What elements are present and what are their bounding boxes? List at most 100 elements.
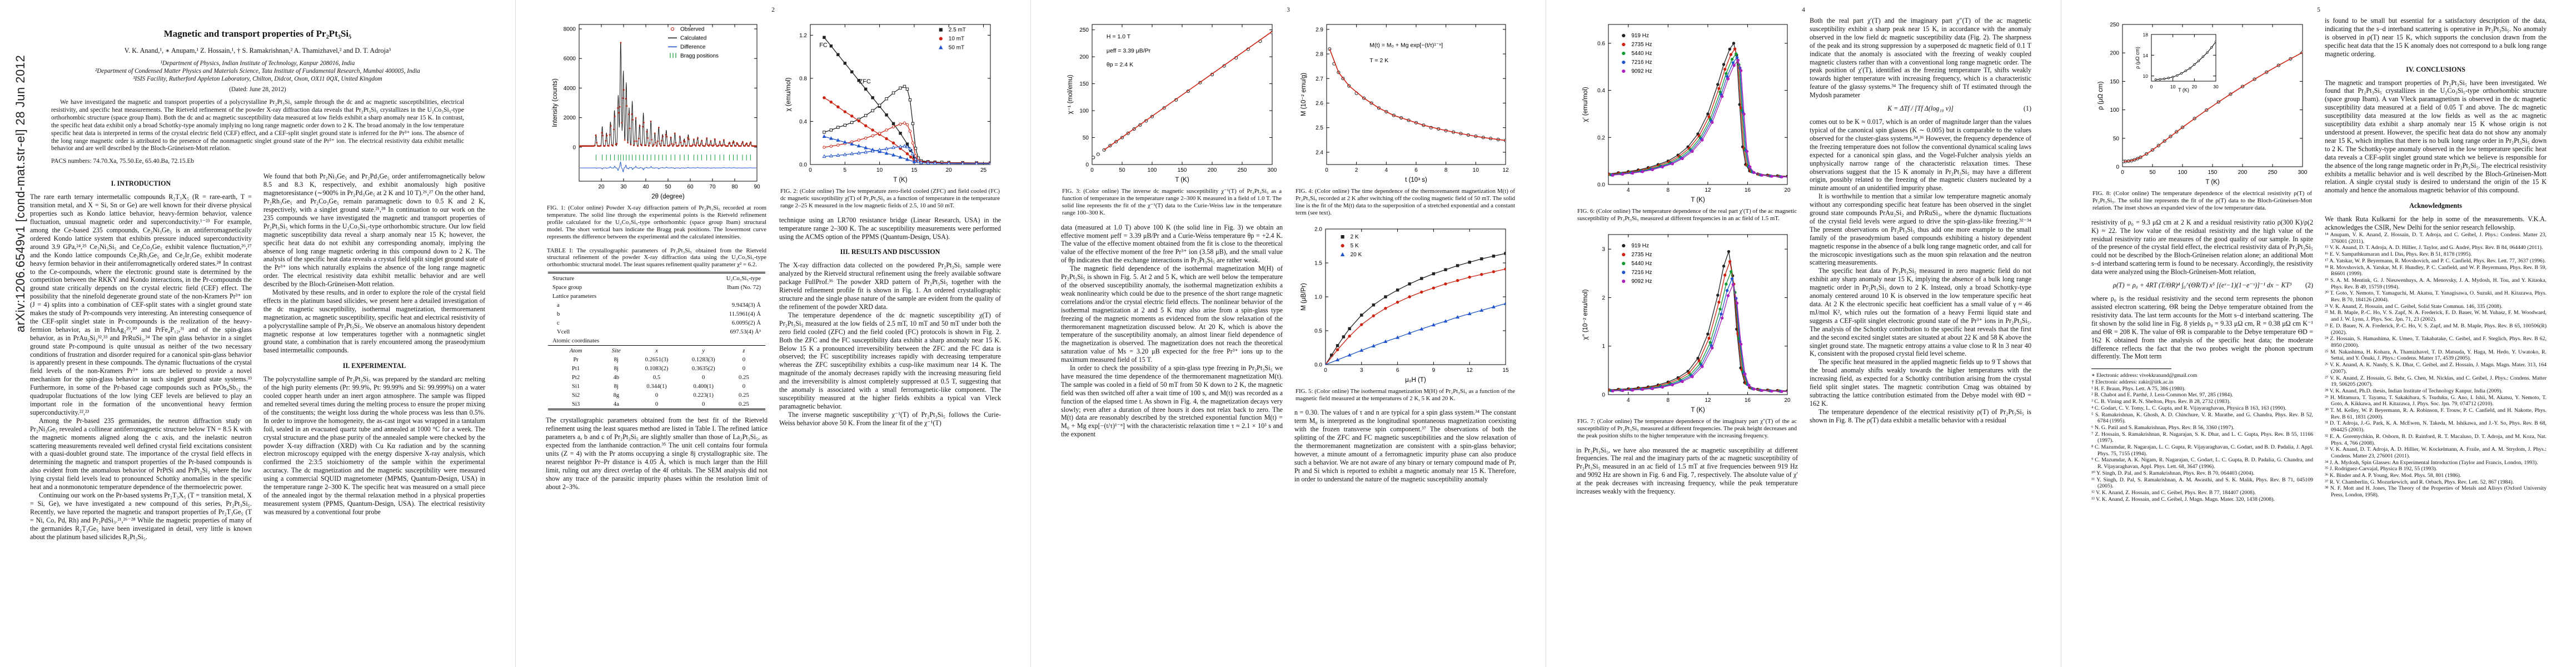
svg-text:0.0: 0.0 xyxy=(799,162,807,168)
svg-text:20: 20 xyxy=(1784,187,1791,193)
table-row: Structure U₂Co₃Si₅-type xyxy=(552,275,761,282)
reference-item: ¹⁵ V. K. Anand, D. T. Adroja, A. D. Hill… xyxy=(2325,245,2543,251)
page3-right-column: 0 2 4 6 8 10 12 2.4 2.5 2.6 2.7 2.8 2.9 M(t) = M₀ + M… xyxy=(1294,17,1516,484)
reference-item: ⁸ C. Mazumdar, R. Nagarajan, L. C. Gupta… xyxy=(2091,444,2313,457)
svg-text:T (K): T (K) xyxy=(1175,177,1189,183)
dated-line: (Dated: June 28, 2012) xyxy=(229,86,286,93)
reference-item: ³⁸ N. F. Mott and H. Jones, The Theory o… xyxy=(2325,485,2547,499)
svg-text:10: 10 xyxy=(1472,167,1479,173)
svg-text:10: 10 xyxy=(2142,73,2148,79)
table-cell: 0 xyxy=(742,365,746,372)
equation-1-number: (1) xyxy=(2023,104,2031,113)
svg-text:5440 Hz: 5440 Hz xyxy=(1631,51,1652,57)
page-4: 4 4 8 12 16 20 0.0 0.2 0.4 0.6 919 Hz 2735 Hz 5440 … xyxy=(1546,0,2061,667)
svg-text:1.0: 1.0 xyxy=(1314,294,1322,300)
reference-item: ⁶ N. G. Patil and S. Ramakrishnan, Phys.… xyxy=(2091,424,2234,431)
svg-text:200: 200 xyxy=(2238,170,2247,176)
svg-text:ρ (μΩ cm): ρ (μΩ cm) xyxy=(2097,81,2104,109)
reference-item: ⁹ C. Mazumdar, A. K. Nigam, R. Nagarajan… xyxy=(2091,457,2313,470)
reference-item: ²⁸ V. K. Anand, Ph.D. thesis, Indian Ins… xyxy=(2325,387,2503,394)
reference-item: ³³ V. K. Anand, D. T. Adroja, A. D. Hill… xyxy=(2325,446,2547,459)
svg-text:5440 Hz: 5440 Hz xyxy=(1631,261,1652,267)
svg-text:8: 8 xyxy=(1666,397,1670,404)
svg-text:0.4: 0.4 xyxy=(1597,88,1605,94)
body-paragraph: The specific heat measured in the applie… xyxy=(1810,358,2031,407)
table-row: a 9.9434(3) Å xyxy=(552,302,761,309)
table-cell: Si3 xyxy=(571,401,580,408)
svg-text:FC: FC xyxy=(819,42,828,48)
body-paragraph: is found to be small but essential for a… xyxy=(2325,17,2547,58)
svg-text:5: 5 xyxy=(843,167,846,173)
svg-text:3: 3 xyxy=(1360,367,1363,374)
table-1-atoms: Atom Site x y z Pr 8j 0.2651(3) 0.1283(3) 0 Pt1 8j 0… xyxy=(548,346,765,409)
table-cell: x xyxy=(655,347,658,355)
svg-text:5 K: 5 K xyxy=(1350,243,1358,249)
table-cell: 8j xyxy=(614,365,619,372)
svg-text:0.0: 0.0 xyxy=(1314,362,1322,368)
table-1-parameters: Structure U₂Co₃Si₅-type Space group Ibam (N… xyxy=(548,274,765,345)
svg-text:20: 20 xyxy=(945,167,952,173)
svg-text:4000: 4000 xyxy=(563,86,576,92)
svg-text:0: 0 xyxy=(1085,162,1089,168)
svg-text:0: 0 xyxy=(2121,170,2124,176)
svg-text:T (K): T (K) xyxy=(1691,407,1705,414)
figure-3-caption: FIG. 3: (Color online) The inverse dc ma… xyxy=(1062,188,1282,216)
table-row: Space group Ibam (No. 72) xyxy=(552,284,761,291)
table-cell: 0.1083(2) xyxy=(645,365,669,372)
svg-text:4: 4 xyxy=(1384,167,1388,173)
reference-item: ²⁵ M. Nakashima, H. Kohara, A. Thamizhav… xyxy=(2325,349,2547,362)
svg-text:θp = 2.4 K: θp = 2.4 K xyxy=(1106,62,1133,68)
svg-text:0.4: 0.4 xyxy=(799,119,807,125)
svg-text:μ₀H (T): μ₀H (T) xyxy=(1405,377,1426,384)
table-row: Vcell 697.53(4) Å³ xyxy=(552,328,761,336)
svg-text:90: 90 xyxy=(754,184,760,190)
svg-text:3: 3 xyxy=(1602,246,1605,252)
svg-text:7216 Hz: 7216 Hz xyxy=(1631,59,1652,66)
table-rule xyxy=(548,272,765,273)
equation-2: ρ(T) = ρ₀ + 4RT (T/ΘR)⁴ ∫₀^(ΘR/T) x⁵ [(e… xyxy=(2091,281,2313,290)
body-paragraph: data (measured at 1.0 T) above 100 K (th… xyxy=(1061,223,1283,265)
affiliation-list: ¹Department of Physics, Indian Institute… xyxy=(30,59,485,83)
svg-text:15: 15 xyxy=(1502,367,1509,374)
svg-text:0.6: 0.6 xyxy=(1597,41,1605,47)
equation-2-body: ρ(T) = ρ₀ + 4RT (T/ΘR)⁴ ∫₀^(ΘR/T) x⁵ [(e… xyxy=(2113,281,2291,290)
svg-text:10: 10 xyxy=(876,167,883,173)
svg-text:919 Hz: 919 Hz xyxy=(1631,33,1649,39)
footnote: ∗ Electronic address: vivekkranand@gmail… xyxy=(2091,372,2198,379)
svg-text:2.8: 2.8 xyxy=(1316,52,1323,58)
svg-text:M (μB/Pr): M (μB/Pr) xyxy=(1301,283,1307,311)
page-number: 5 xyxy=(2317,7,2320,13)
table-cell: 0.25 xyxy=(739,374,749,381)
abstract: We have investigated the magnetic and tr… xyxy=(51,99,464,152)
body-paragraph: The inverse magnetic susceptibility χ⁻¹(… xyxy=(779,410,1001,427)
svg-text:9092 Hz: 9092 Hz xyxy=(1631,278,1652,285)
section-heading-results: III. RESULTS AND DISCUSSION xyxy=(840,248,940,256)
page4-right-column: Both the real part χ′(T) and the imagina… xyxy=(1810,17,2031,496)
reference-list-left: ¹ H. F. Braun, Phys. Lett. A 75, 386 (19… xyxy=(2091,386,2313,503)
page2-left-column: 20 30 40 50 60 70 80 90 0 2000 4000 6000 8000 Observe… xyxy=(546,17,768,491)
table-row: Atomic coordinates xyxy=(552,337,599,345)
svg-text:200: 200 xyxy=(2110,51,2119,57)
body-paragraph: The X-ray diffraction data collected on … xyxy=(779,261,1001,311)
svg-text:50: 50 xyxy=(1119,167,1125,173)
svg-text:2.4: 2.4 xyxy=(1316,150,1323,156)
svg-text:50: 50 xyxy=(2112,136,2119,142)
svg-text:300: 300 xyxy=(2298,170,2307,176)
reference-item: ³² E. A. Goremychkin, R. Osborn, B. D. R… xyxy=(2325,433,2547,446)
reference-item: ²⁹ H. Mitamura, T. Tayama, T. Sakakibara… xyxy=(2325,394,2547,407)
svg-text:Observed: Observed xyxy=(680,26,704,32)
reference-item: ¹¹ Y. Singh, D. Pal, S. Ramakrishnan, A.… xyxy=(2091,476,2313,490)
reference-item: ³⁰ T. M. Kelley, W. P. Beyermann, R. A. … xyxy=(2325,407,2547,420)
svg-text:919 Hz: 919 Hz xyxy=(1631,243,1649,249)
svg-text:T (K): T (K) xyxy=(893,177,908,183)
svg-text:100: 100 xyxy=(2110,107,2119,113)
figure-1-caption: FIG. 1: (Color online) Powder X-ray diff… xyxy=(547,205,766,240)
svg-text:2.6: 2.6 xyxy=(1316,101,1323,107)
svg-text:25: 25 xyxy=(980,167,986,173)
svg-text:40: 40 xyxy=(642,184,649,190)
svg-text:9: 9 xyxy=(1432,367,1435,374)
svg-text:0: 0 xyxy=(1325,167,1328,173)
svg-text:10: 10 xyxy=(2170,84,2175,89)
svg-text:200: 200 xyxy=(1207,167,1217,173)
